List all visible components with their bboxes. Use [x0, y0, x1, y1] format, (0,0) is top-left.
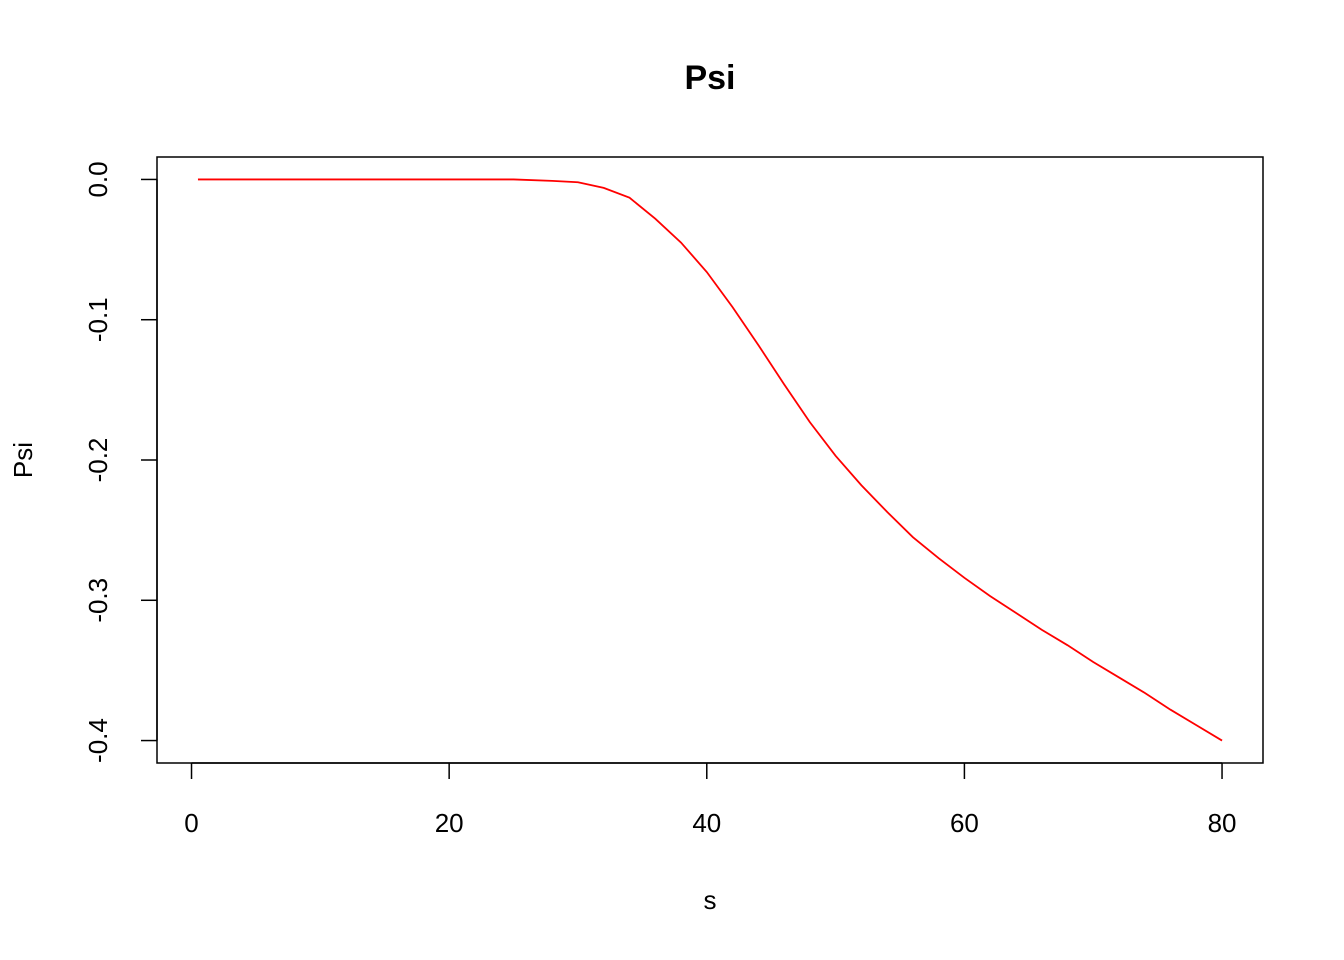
y-tick-label: -0.2	[83, 438, 113, 483]
x-tick-label: 40	[692, 808, 721, 838]
chart-title: Psi	[684, 59, 735, 97]
y-tick-label: -0.4	[83, 718, 113, 763]
y-tick-label: 0.0	[83, 161, 113, 197]
y-tick-label: -0.1	[83, 297, 113, 342]
data-line	[197, 178, 1223, 742]
x-tick-label: 20	[435, 808, 464, 838]
x-tick-label: 80	[1208, 808, 1237, 838]
y-tick-label: -0.3	[83, 578, 113, 623]
x-tick-label: 60	[950, 808, 979, 838]
y-axis-label: Psi	[8, 442, 38, 478]
x-tick-label: 0	[184, 808, 198, 838]
x-axis-label: s	[704, 885, 717, 915]
